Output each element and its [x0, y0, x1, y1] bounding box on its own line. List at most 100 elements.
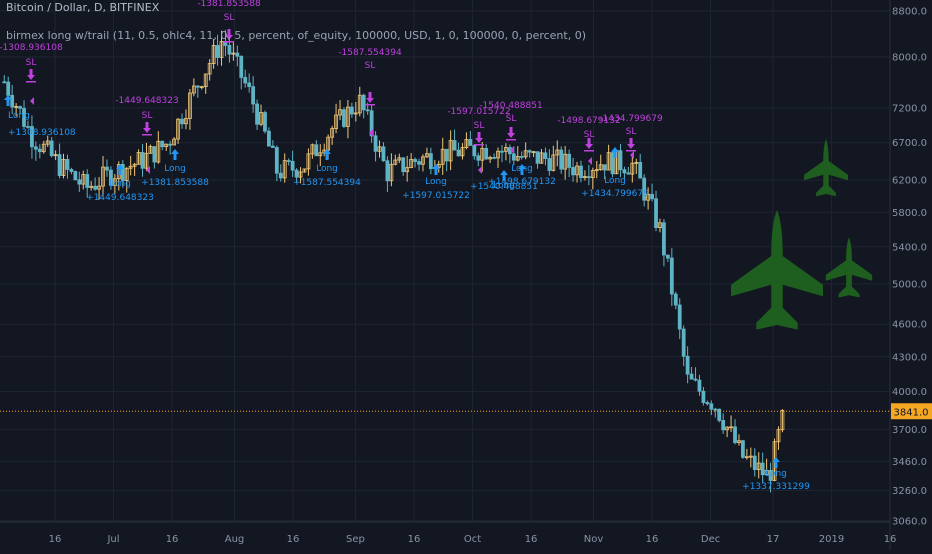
candle — [523, 142, 528, 160]
y-tick-label: 5800.0 — [892, 208, 927, 219]
candle — [124, 167, 129, 193]
trade-pnl-label: -1498.679132 — [557, 116, 620, 126]
candle — [705, 400, 710, 406]
exit-triangle-icon — [478, 166, 482, 174]
candle-body — [278, 172, 283, 179]
candle-body — [460, 147, 465, 157]
candle — [49, 136, 54, 158]
candle — [128, 155, 133, 176]
candle — [428, 147, 433, 175]
candle-body — [30, 126, 34, 148]
sl-label: SL — [474, 121, 485, 131]
candle — [22, 100, 26, 129]
long-entry-marker: Long +1434.799679 — [581, 147, 649, 199]
candle-body — [389, 163, 394, 182]
candle-body — [152, 146, 157, 163]
candle-body — [373, 135, 378, 152]
candle-body — [511, 153, 516, 161]
x-tick-label: 16 — [525, 534, 538, 545]
long-label: Long — [765, 469, 787, 479]
candle — [440, 137, 445, 175]
y-tick-label: 3700.0 — [892, 425, 927, 436]
candle — [630, 154, 635, 183]
sl-label: SL — [506, 114, 517, 124]
current-price-label: 3841.0 — [894, 407, 929, 418]
candle-body — [488, 157, 493, 160]
candle-body — [567, 153, 572, 168]
exit-triangle-icon — [630, 151, 634, 159]
trade-pnl-label: +1381.853588 — [141, 178, 209, 188]
candle-body — [357, 94, 362, 114]
y-tick-label: 3260.0 — [892, 486, 927, 497]
candle-body — [346, 106, 350, 127]
candle — [717, 408, 722, 423]
candle — [330, 125, 335, 145]
x-tick-label: 16 — [287, 534, 300, 545]
candle — [444, 148, 449, 172]
candle — [448, 130, 453, 171]
candle-body — [480, 147, 485, 161]
strategy-legend[interactable]: birmex long w/trail (11, 0.5, ohlc4, 11,… — [6, 29, 587, 42]
stop-loss-marker: SL -1597.015722 — [447, 107, 511, 146]
long-arrow-icon — [432, 164, 440, 175]
candle — [563, 145, 568, 180]
long-entry-marker: Long +1449.648323 — [86, 164, 154, 203]
candle — [689, 367, 694, 380]
candle-body — [294, 169, 299, 178]
candle — [519, 151, 524, 160]
candle-body — [215, 45, 220, 58]
candle-body — [298, 171, 303, 178]
candle — [658, 218, 662, 233]
candle-body — [77, 179, 82, 185]
candle — [45, 135, 50, 148]
candle — [357, 86, 362, 117]
candle-body — [290, 160, 295, 171]
candle-body — [37, 148, 42, 153]
candle — [527, 149, 532, 158]
candle-body — [286, 160, 291, 162]
candle-body — [33, 146, 38, 150]
candle-body — [515, 156, 520, 161]
x-tick-label: Aug — [225, 534, 245, 545]
candle-body — [109, 169, 113, 186]
candle — [381, 142, 386, 162]
candle — [195, 85, 200, 98]
candle-body — [622, 169, 627, 174]
candle-body — [180, 118, 184, 125]
candle — [496, 147, 500, 168]
candle-body — [243, 77, 248, 84]
candle — [57, 143, 62, 179]
candle — [504, 143, 508, 161]
candle — [377, 140, 382, 158]
candle — [26, 120, 30, 129]
stop-loss-marker: SL -1449.648323 — [115, 96, 179, 136]
candle — [85, 169, 90, 198]
candle-body — [583, 176, 587, 179]
candle-body — [602, 164, 607, 171]
sl-bar — [26, 81, 36, 83]
candle-body — [2, 81, 7, 84]
x-tick-label: 16 — [166, 534, 179, 545]
candle-body — [472, 145, 477, 157]
time-axis: 16 Jul 16 Aug 16 Sep 16 Oct 16 Nov 16 Dec 17 2019 16 — [49, 0, 896, 545]
x-tick-label: 2019 — [819, 534, 844, 545]
candle-body — [654, 198, 658, 228]
candle — [18, 105, 22, 115]
candle — [247, 73, 252, 93]
candle-body — [211, 45, 216, 64]
candle — [484, 144, 489, 160]
stop-loss-marker: SL -1587.554394 — [338, 48, 402, 106]
candle — [10, 84, 15, 115]
sl-arrow-icon — [27, 69, 35, 80]
candle-body — [334, 114, 338, 129]
candle — [677, 298, 682, 339]
sl-arrow-icon — [507, 127, 515, 138]
candle-body — [61, 159, 66, 176]
sl-bar — [224, 41, 234, 43]
candle-body — [282, 160, 287, 179]
candle — [606, 144, 611, 171]
candle — [144, 142, 149, 172]
candle-body — [302, 168, 307, 173]
